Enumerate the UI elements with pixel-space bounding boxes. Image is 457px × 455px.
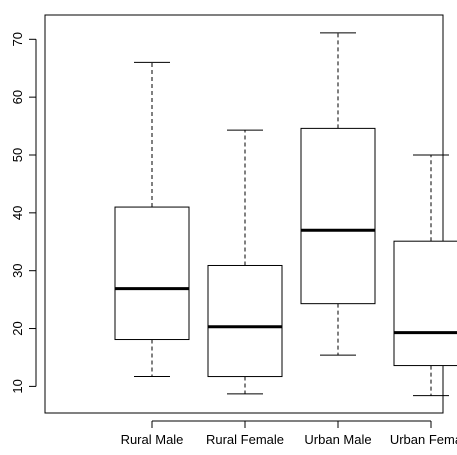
- iqr-box: [207, 264, 283, 378]
- box-2: [300, 32, 376, 356]
- x-tick-label: Rural Male: [121, 432, 184, 447]
- x-axis: Rural Male Rural Female Urban Male Urban Fe…: [121, 420, 457, 447]
- y-tick-label: 10: [10, 379, 25, 393]
- y-tick-label: 20: [10, 321, 25, 335]
- y-tick-label: 40: [10, 206, 25, 220]
- iqr-box: [114, 206, 190, 341]
- iqr-box: [300, 127, 376, 305]
- y-axis: 10 20 30 40 50 60 70: [10, 32, 37, 394]
- boxes: [114, 32, 457, 397]
- box-0: [114, 61, 190, 378]
- iqr-box: [393, 240, 457, 367]
- box-1: [207, 129, 283, 395]
- x-tick-label: Rural Female: [206, 432, 284, 447]
- y-tick-label: 50: [10, 148, 25, 162]
- y-tick-label: 60: [10, 90, 25, 104]
- x-tick-label: Urban Male: [304, 432, 371, 447]
- y-tick-label: 30: [10, 263, 25, 277]
- plot-frame: [44, 14, 444, 414]
- box-3: [393, 154, 457, 397]
- x-tick-label: Urban Female: [390, 432, 457, 447]
- y-tick-label: 70: [10, 32, 25, 46]
